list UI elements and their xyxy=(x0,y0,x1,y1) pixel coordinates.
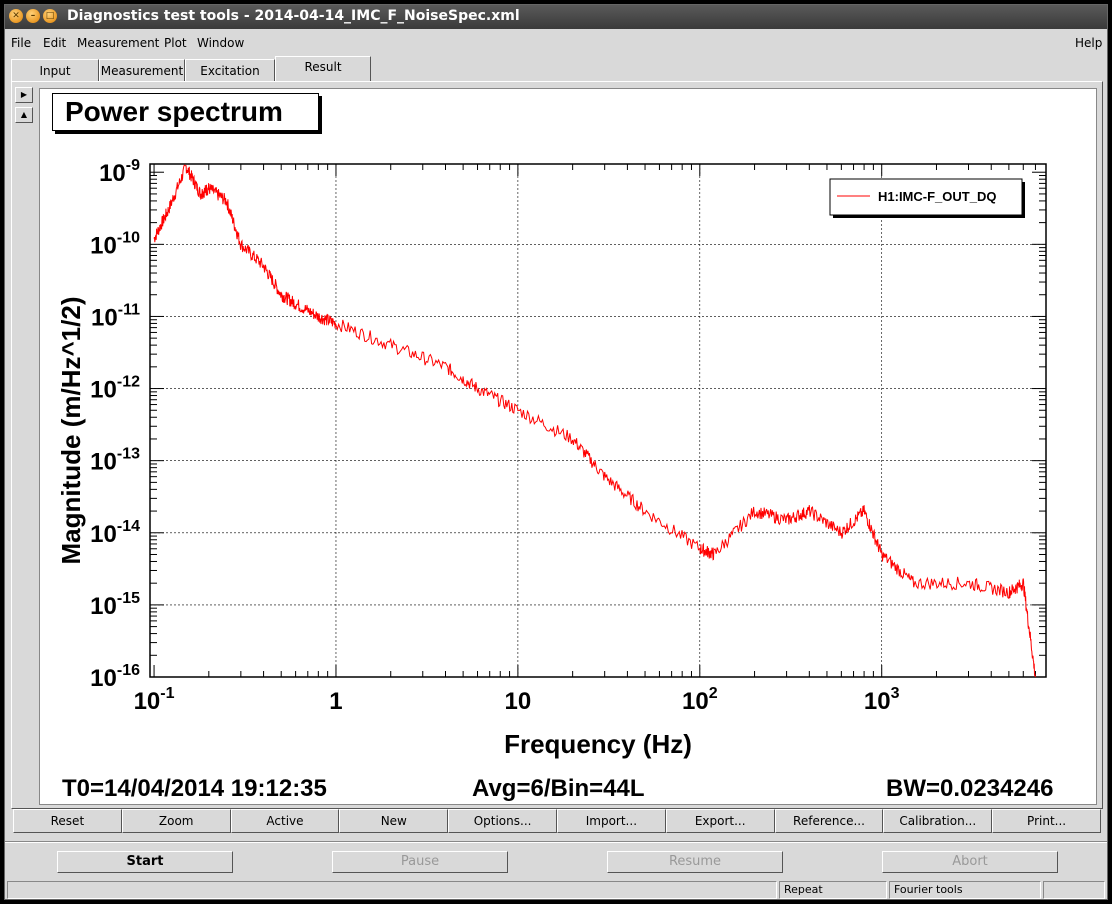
plot-canvas[interactable]: 10-1 1 10 102 103 10-9 10-10 10-11 10-12 10-13 10-… xyxy=(39,88,1097,805)
pause-button[interactable]: Pause xyxy=(332,851,508,873)
series-line xyxy=(153,164,1036,678)
y-tick-label: 10-14 xyxy=(90,518,140,548)
tab-bar: Input Measurement Excitation Result xyxy=(11,56,371,81)
menu-bar: File Edit Measurement Plot Window Help xyxy=(5,33,1107,53)
zoom-button[interactable]: Zoom xyxy=(121,809,231,833)
t0-label: T0=14/04/2014 19:12:35 xyxy=(62,775,327,802)
calibration-button[interactable]: Calibration... xyxy=(883,809,993,833)
status-fourier: Fourier tools xyxy=(889,881,1041,899)
tab-excitation[interactable]: Excitation xyxy=(185,59,275,81)
print-button[interactable]: Print... xyxy=(992,809,1101,833)
legend-shadow xyxy=(1022,182,1025,218)
tab-result[interactable]: Result xyxy=(275,56,371,81)
x-tick-label: 10-1 xyxy=(134,685,175,715)
x-tick-label: 103 xyxy=(864,685,900,715)
y-tick-label: 10-9 xyxy=(99,157,140,187)
chart-svg: 10-1 1 10 102 10310-910-1010-1110-1210-1310-… xyxy=(56,157,1047,759)
y-tick-label: 10-11 xyxy=(91,301,140,331)
tab-measurement[interactable]: Measurement xyxy=(99,59,185,81)
plot-button-row: Reset Zoom Active New Options... Import.… xyxy=(13,809,1101,835)
plot-title: Power spectrum xyxy=(52,93,319,131)
menu-edit[interactable]: Edit xyxy=(43,36,67,50)
reset-button[interactable]: Reset xyxy=(13,809,122,833)
x-axis-label: Frequency (Hz) xyxy=(504,729,692,759)
legend-box xyxy=(829,178,1023,216)
y-tick-label: 10-16 xyxy=(90,662,140,692)
legend-label: H1:IMC-F_OUT_DQ xyxy=(878,189,996,204)
minimize-icon[interactable]: – xyxy=(26,9,40,23)
menu-file[interactable]: File xyxy=(11,36,32,50)
maximize-icon[interactable]: □ xyxy=(43,9,57,23)
avg-label: Avg=6/Bin=44L xyxy=(472,775,645,802)
y-tick-label: 10-10 xyxy=(90,229,140,259)
menu-window[interactable]: Window xyxy=(197,36,245,50)
y-tick-label: 10-15 xyxy=(90,590,140,620)
menu-help[interactable]: Help xyxy=(1075,36,1103,50)
triangle-up-icon[interactable]: ▲ xyxy=(15,107,33,123)
reference-button[interactable]: Reference... xyxy=(774,809,884,833)
bw-label: BW=0.0234246 xyxy=(886,775,1054,802)
play-right-icon[interactable]: ▶ xyxy=(15,87,33,103)
start-button[interactable]: Start xyxy=(57,851,233,873)
window-title: Diagnostics test tools - 2014-04-14_IMC_… xyxy=(67,8,520,24)
x-tick-label: 10 xyxy=(505,688,532,715)
legend-shadow xyxy=(833,215,1025,218)
x-tick-label: 1 xyxy=(329,688,342,715)
status-bar: Repeat Fourier tools xyxy=(7,881,1105,899)
abort-button[interactable]: Abort xyxy=(882,851,1058,873)
x-tick-label: 102 xyxy=(682,685,718,715)
y-axis-label: Magnitude (m/Hz^1/2) xyxy=(56,297,86,565)
tab-input[interactable]: Input xyxy=(11,59,99,81)
menu-measurement[interactable]: Measurement xyxy=(77,36,160,50)
separator xyxy=(5,841,1107,843)
status-extra xyxy=(1043,881,1105,899)
main-window: ✕ – □ Diagnostics test tools - 2014-04-1… xyxy=(4,4,1108,900)
new-button[interactable]: New xyxy=(339,809,449,833)
status-repeat: Repeat xyxy=(779,881,887,899)
active-button[interactable]: Active xyxy=(230,809,340,833)
plot-frame xyxy=(149,163,1047,678)
y-tick-label: 10-13 xyxy=(90,446,140,476)
export-button[interactable]: Export... xyxy=(665,809,775,833)
title-bar: ✕ – □ Diagnostics test tools - 2014-04-1… xyxy=(5,5,1107,29)
result-panel xyxy=(11,81,1103,809)
options-button[interactable]: Options... xyxy=(448,809,557,833)
close-icon[interactable]: ✕ xyxy=(9,9,23,23)
status-main xyxy=(7,881,777,899)
resume-button[interactable]: Resume xyxy=(607,851,783,873)
import-button[interactable]: Import... xyxy=(556,809,666,833)
menu-plot[interactable]: Plot xyxy=(164,36,187,50)
y-tick-label: 10-12 xyxy=(90,374,140,404)
